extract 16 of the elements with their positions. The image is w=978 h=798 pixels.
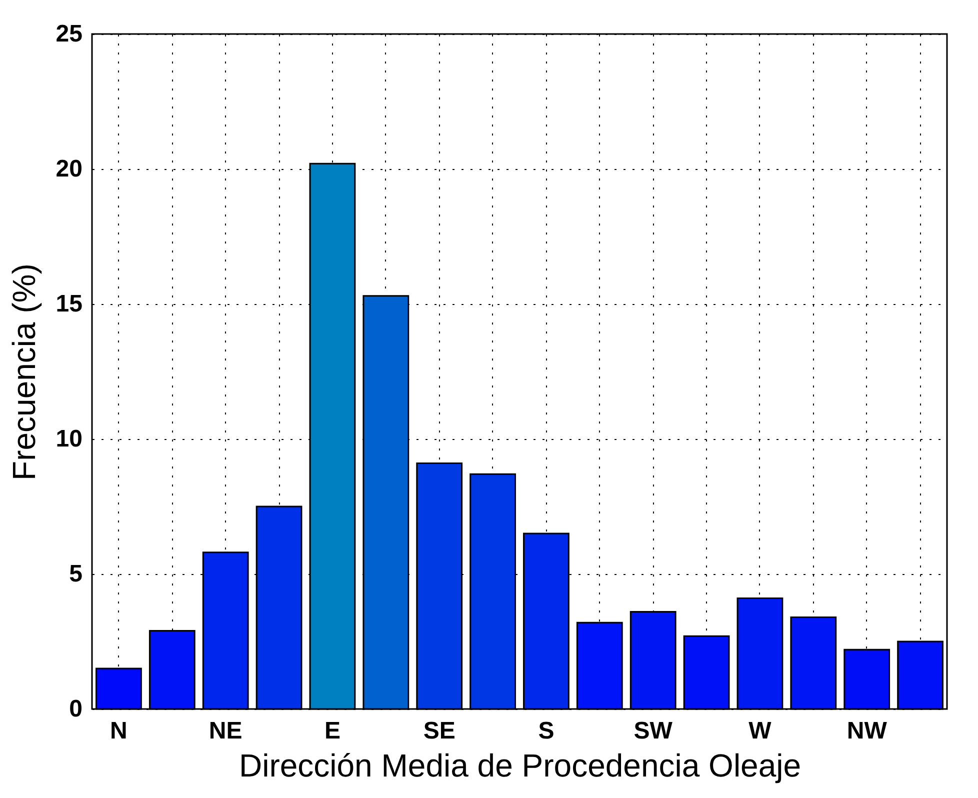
y-tick-label: 10 [56, 426, 82, 452]
y-tick-label: 5 [69, 560, 82, 588]
y-axis-title: Frecuencia (%) [6, 264, 42, 480]
y-tick-label: 0 [69, 696, 82, 722]
x-tick-label: SE [423, 718, 456, 744]
x-tick-label: NW [846, 718, 888, 744]
y-tick-label: 25 [56, 20, 82, 48]
x-tick-label: S [538, 718, 554, 744]
x-tick-label: SW [634, 718, 673, 744]
y-tick-label: 20 [56, 156, 82, 182]
x-tick-label: W [748, 718, 772, 744]
y-tick-label: 15 [56, 290, 82, 318]
x-tick-label: NE [208, 718, 242, 744]
x-axis-title: Dirección Media de Procedencia Oleaje [238, 748, 802, 784]
x-tick-label: E [324, 718, 340, 744]
x-tick-label: N [110, 718, 128, 744]
